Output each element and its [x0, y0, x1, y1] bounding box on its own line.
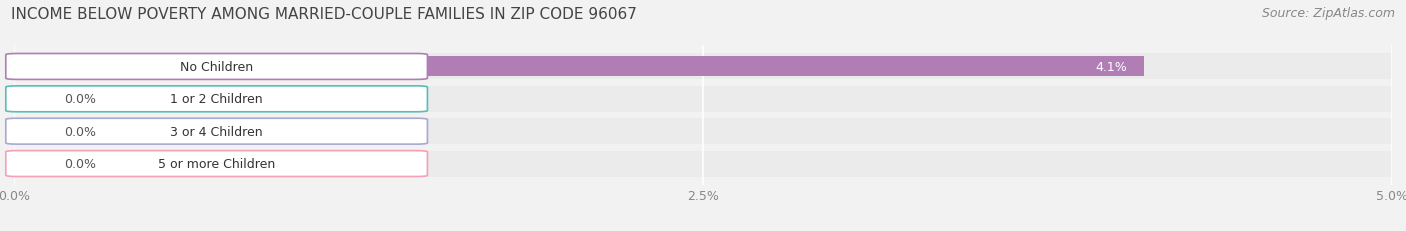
FancyBboxPatch shape	[6, 119, 427, 145]
Text: 0.0%: 0.0%	[63, 125, 96, 138]
Text: INCOME BELOW POVERTY AMONG MARRIED-COUPLE FAMILIES IN ZIP CODE 96067: INCOME BELOW POVERTY AMONG MARRIED-COUPL…	[11, 7, 637, 22]
Text: 5 or more Children: 5 or more Children	[157, 157, 276, 170]
Text: 4.1%: 4.1%	[1095, 61, 1128, 74]
Text: 0.0%: 0.0%	[63, 157, 96, 170]
Bar	[14, 119, 1392, 145]
FancyBboxPatch shape	[6, 151, 427, 177]
Bar	[14, 151, 1392, 177]
Text: Source: ZipAtlas.com: Source: ZipAtlas.com	[1261, 7, 1395, 20]
Text: 1 or 2 Children: 1 or 2 Children	[170, 93, 263, 106]
Bar	[14, 86, 1392, 112]
Bar	[14, 54, 1392, 80]
Text: 0.0%: 0.0%	[63, 93, 96, 106]
FancyBboxPatch shape	[6, 86, 427, 112]
FancyBboxPatch shape	[6, 54, 427, 80]
Text: No Children: No Children	[180, 61, 253, 74]
Bar	[14, 57, 1144, 77]
Text: 3 or 4 Children: 3 or 4 Children	[170, 125, 263, 138]
